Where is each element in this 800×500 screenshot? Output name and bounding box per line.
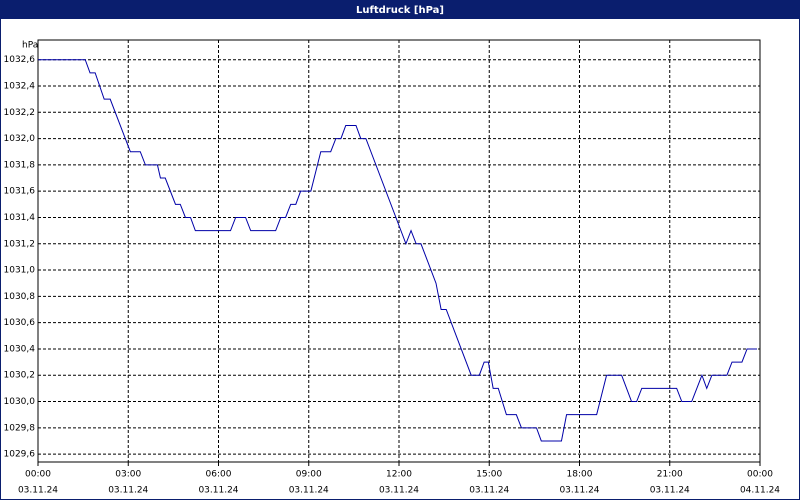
y-tick-label: 1029,8 xyxy=(4,423,36,433)
x-tick-label: 00:00 xyxy=(747,470,773,480)
x-tick-label: 21:00 xyxy=(657,470,683,480)
x-tick-label: 00:00 xyxy=(25,470,51,480)
x-tick-label: 09:00 xyxy=(296,470,322,480)
x-tick-date: 03.11.24 xyxy=(379,486,419,496)
x-tick-date: 03.11.24 xyxy=(469,486,509,496)
y-tick-label: 1031,6 xyxy=(4,187,36,197)
x-tick-label: 06:00 xyxy=(206,470,232,480)
title-bar xyxy=(0,0,800,19)
y-tick-label: 1032,2 xyxy=(4,108,36,118)
x-tick-label: 18:00 xyxy=(567,470,593,480)
y-tick-label: 1030,4 xyxy=(4,344,36,354)
y-tick-label: 1031,0 xyxy=(4,266,36,276)
y-unit: hPa xyxy=(22,41,38,51)
x-tick-date: 04.11.24 xyxy=(740,486,780,496)
y-tick-label: 1030,2 xyxy=(4,371,36,381)
x-tick-date: 03.11.24 xyxy=(559,486,599,496)
x-tick-date: 03.11.24 xyxy=(18,486,58,496)
y-tick-label: 1031,4 xyxy=(4,213,36,223)
y-tick-label: 1030,0 xyxy=(4,397,36,407)
x-tick-date: 03.11.24 xyxy=(650,486,690,496)
x-tick-label: 15:00 xyxy=(476,470,502,480)
y-tick-label: 1030,8 xyxy=(4,292,36,302)
x-tick-date: 03.11.24 xyxy=(108,486,148,496)
y-tick-label: 1030,6 xyxy=(4,318,36,328)
x-tick-label: 12:00 xyxy=(386,470,412,480)
x-tick-date: 03.11.24 xyxy=(198,486,238,496)
y-tick-label: 1032,6 xyxy=(4,55,36,65)
y-tick-label: 1032,4 xyxy=(4,82,36,92)
y-tick-label: 1032,0 xyxy=(4,134,36,144)
chart-title: Luftdruck [hPa] xyxy=(356,5,444,16)
y-tick-label: 1031,8 xyxy=(4,160,36,170)
x-tick-label: 03:00 xyxy=(115,470,141,480)
x-tick-date: 03.11.24 xyxy=(289,486,329,496)
data-line xyxy=(38,59,757,442)
y-tick-label: 1029,6 xyxy=(4,450,36,460)
y-tick-label: 1031,2 xyxy=(4,239,36,249)
